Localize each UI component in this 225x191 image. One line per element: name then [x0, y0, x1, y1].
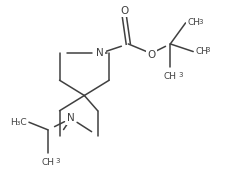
- Text: 3: 3: [197, 19, 202, 25]
- Text: CH: CH: [41, 158, 54, 167]
- Text: 3: 3: [205, 48, 209, 53]
- Text: N: N: [67, 113, 74, 123]
- Text: 3: 3: [177, 72, 182, 78]
- Text: 3: 3: [55, 158, 60, 164]
- Text: CH: CH: [194, 47, 207, 56]
- Text: H₃C: H₃C: [10, 118, 27, 127]
- Text: CH: CH: [163, 72, 176, 81]
- Text: N: N: [95, 49, 103, 58]
- Text: O: O: [146, 50, 155, 60]
- Text: CH: CH: [187, 18, 200, 28]
- Text: O: O: [120, 6, 128, 15]
